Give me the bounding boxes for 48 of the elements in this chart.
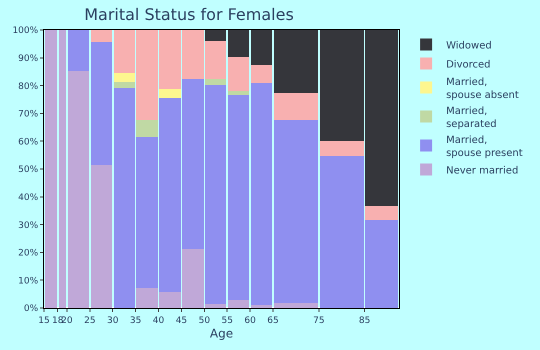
y-tick-label: 50%: [18, 165, 39, 176]
x-tick-label: 60: [244, 316, 256, 326]
bar: [228, 300, 249, 308]
legend-label: Widowed: [446, 40, 492, 52]
bar: [136, 120, 158, 137]
y-tick-label: 0%: [24, 304, 39, 314]
bar: [114, 82, 135, 88]
x-tick-label: 85: [358, 316, 370, 326]
y-tick-label: 70%: [18, 110, 39, 120]
bar: [251, 83, 272, 305]
x-tick-label: 45: [176, 316, 188, 326]
x-tick-label: 55: [222, 316, 233, 326]
bar: [68, 30, 89, 71]
bar: [68, 71, 89, 308]
x-tick-label: 35: [130, 316, 142, 326]
x-tick-label: 75: [313, 316, 325, 326]
bar: [114, 73, 135, 82]
bar: [251, 305, 272, 308]
bar: [91, 30, 112, 42]
bar: [205, 79, 226, 85]
x-tick-label: 65: [267, 316, 279, 326]
bar: [228, 57, 249, 91]
bar: [91, 165, 112, 308]
x-tick-label: 15: [38, 316, 50, 326]
bar: [91, 42, 112, 165]
legend-label: Married, spouse present: [446, 134, 523, 159]
legend-label: Divorced: [446, 59, 491, 70]
y-tick-label: 90%: [18, 54, 39, 64]
bar: [159, 89, 181, 98]
y-tick-label: 60%: [18, 137, 39, 148]
x-tick-label: 50: [198, 316, 210, 326]
bar: [228, 95, 249, 300]
y-tick-label: 80%: [18, 82, 39, 92]
x-tick-label: 30: [106, 316, 119, 326]
y-tick-label: 10%: [18, 276, 39, 286]
legend-label: Married, spouse absent: [446, 76, 519, 101]
bar: [228, 91, 249, 95]
x-tick-label: 25: [84, 316, 96, 326]
y-tick-label: 100%: [12, 26, 39, 36]
x-axis-title: Age: [210, 326, 234, 341]
x-tick-label: 40: [152, 316, 165, 326]
chart-title: Marital Status for Females: [84, 4, 294, 24]
y-tick-label: 40%: [18, 192, 39, 203]
bar: [251, 65, 272, 83]
legend-label: Never married: [446, 165, 518, 176]
legend-label: Married, separated: [446, 106, 497, 130]
y-tick-label: 20%: [18, 248, 39, 259]
y-tick-label: 30%: [18, 220, 39, 231]
